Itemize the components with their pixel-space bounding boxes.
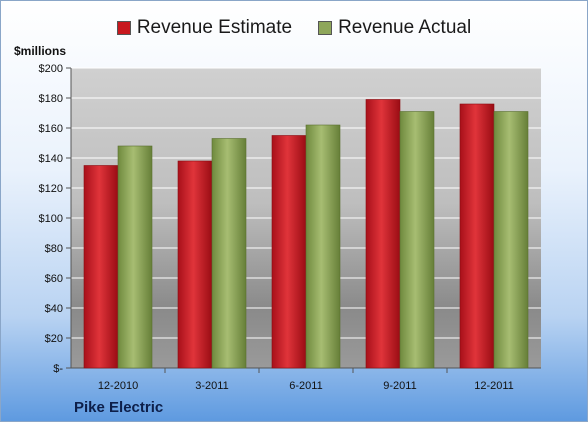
y-tick-label-5: $100 [39, 213, 63, 225]
bar-actual-6-2011 [305, 124, 341, 369]
y-tick-label-6: $120 [39, 183, 63, 195]
y-tick-label-10: $200 [39, 63, 63, 75]
y-tick-label-4: $80 [45, 243, 63, 255]
y-tick-label-8: $160 [39, 123, 63, 135]
bar-estimate-12-2010 [83, 165, 119, 369]
bar-estimate-6-2011 [271, 135, 307, 369]
x-tick-label-4: 12-2011 [474, 380, 514, 392]
legend-swatch-actual [318, 21, 333, 35]
y-tick-label-9: $180 [39, 93, 63, 105]
bar-estimate-12-2011 [459, 103, 495, 369]
x-tick-label-0: 12-2010 [98, 380, 138, 392]
legend-swatch-estimate [116, 21, 131, 35]
y-tick-label-3: $60 [45, 273, 63, 285]
x-tick-label-1: 3-2011 [195, 380, 228, 392]
y-tick-label-0: $- [53, 363, 63, 375]
bar-actual-3-2011 [211, 138, 247, 369]
legend-label-estimate: Revenue Estimate [136, 17, 293, 38]
y-axis-label: $millions [14, 44, 67, 58]
bar-estimate-3-2011 [177, 160, 213, 369]
y-tick-label-1: $20 [45, 333, 63, 345]
x-tick-label-3: 9-2011 [383, 380, 416, 392]
company-name: Pike Electric [74, 399, 164, 416]
legend-item-estimate: Revenue Estimate [116, 17, 293, 39]
bar-actual-9-2011 [399, 111, 435, 369]
bar-actual-12-2010 [117, 145, 153, 369]
legend: Revenue Estimate Revenue Actual [1, 17, 587, 39]
legend-label-actual: Revenue Actual [338, 17, 472, 38]
bar-actual-12-2011 [493, 111, 529, 369]
bar-estimate-9-2011 [365, 99, 401, 369]
legend-item-actual: Revenue Actual [318, 17, 471, 39]
y-tick-label-7: $140 [39, 153, 63, 165]
y-tick-label-2: $40 [45, 303, 63, 315]
x-tick-label-2: 6-2011 [289, 380, 322, 392]
